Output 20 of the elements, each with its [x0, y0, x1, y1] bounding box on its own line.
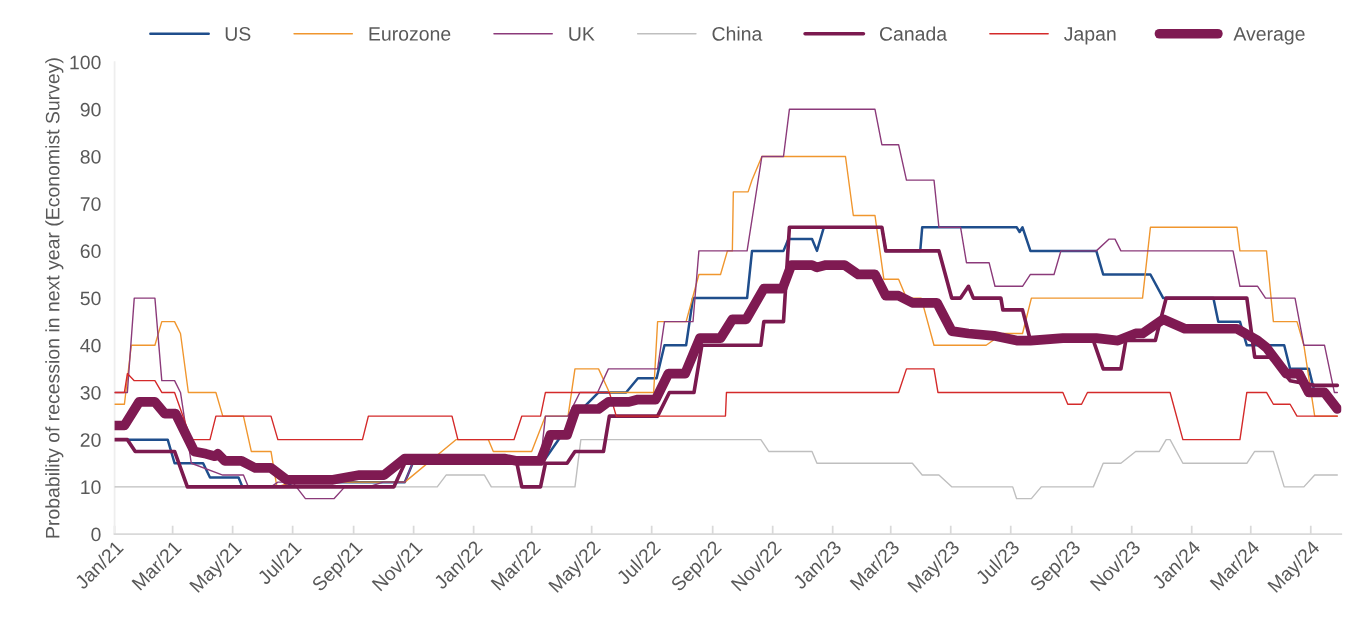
- y-tick-label: 20: [80, 433, 101, 447]
- y-tick-label: 90: [80, 102, 101, 117]
- y-tick-label: 80: [80, 149, 101, 164]
- y-tick-label: 70: [80, 197, 101, 211]
- line-series: [114, 368, 1339, 441]
- legend-label: US: [225, 26, 251, 41]
- legend-label: China: [712, 26, 763, 41]
- y-tick-label: 100: [70, 55, 101, 70]
- y-tick-label: 0: [91, 527, 101, 542]
- y-tick-label: 30: [80, 385, 101, 400]
- legend-label: Average: [1233, 27, 1305, 45]
- legend-label: Japan: [1064, 27, 1116, 45]
- legend-label: Eurozone: [369, 27, 451, 41]
- legend-label: UK: [569, 27, 595, 41]
- y-tick-label: 40: [80, 338, 101, 353]
- y-axis-title: Probability of recession in next year (Economist Survey): [45, 58, 64, 538]
- y-tick-label: 50: [80, 291, 101, 306]
- y-tick-label: 60: [80, 244, 101, 259]
- y-tick-label: 10: [81, 480, 101, 495]
- legend-label: Canada: [879, 26, 948, 41]
